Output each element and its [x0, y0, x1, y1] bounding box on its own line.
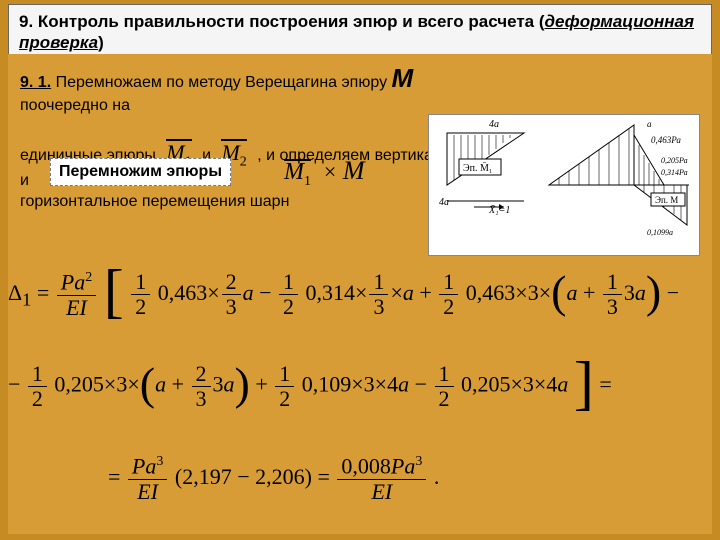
- diag-0463: 0,463Ра: [651, 135, 681, 145]
- inset-label-box: Перемножим эпюры: [50, 158, 231, 186]
- inset-big-m: M: [343, 156, 365, 185]
- frac-pa3-ei: Pa3 EI: [128, 454, 167, 504]
- right-bracket: ]: [574, 359, 594, 407]
- equation-line-3: = Pa3 EI (2,197 − 2,206) = 0,008Pa3 EI .: [108, 454, 704, 504]
- diag-0205: 0,205Ра: [661, 156, 688, 165]
- title-text-a: 9. Контроль правильности построения эпюр…: [19, 12, 544, 31]
- header-box: 9. Контроль правильности построения эпюр…: [8, 4, 712, 61]
- diag-4a-bot: 4a: [439, 197, 449, 208]
- eq-dot: .: [434, 464, 440, 489]
- frac-pa2-ei: Pa2 EI: [57, 270, 96, 320]
- big-m: М: [392, 63, 414, 93]
- diag-0109: 0,1099а: [647, 228, 673, 237]
- inset-formula: M1 × M: [278, 156, 365, 190]
- delta-symbol: Δ: [8, 280, 22, 305]
- diag-4a-top: 4a: [489, 119, 499, 130]
- diag-0314: 0,314Ра: [661, 168, 688, 177]
- diag-a: a: [647, 119, 652, 129]
- diag-left-box: Эп. M̄₁: [463, 162, 492, 174]
- section-title: 9. Контроль правильности построения эпюр…: [19, 11, 701, 54]
- times-symbol: ×: [323, 159, 338, 184]
- subsection-number: 9. 1.: [20, 74, 51, 91]
- paragraph-9-1: 9. 1. Перемножаем по методу Верещагина э…: [20, 62, 700, 117]
- eq3-paren: (2,197 − 2,206): [175, 464, 312, 489]
- equation-line-1: Δ1 = Pa2 EI [ 12 0,463×23a − 12 0,314×13…: [8, 270, 704, 320]
- text-a: Перемножаем по методу Верещагина эпюру: [51, 74, 391, 91]
- inset-label: Перемножим эпюры: [59, 163, 222, 180]
- text-b: поочередно на: [20, 97, 130, 114]
- inset-m1-bar: M1: [284, 159, 311, 190]
- epure-diagram: 4a Эп. M̄₁ 4a X̄₁=1: [428, 114, 700, 256]
- content-box: 9. 1. Перемножаем по методу Верещагина э…: [8, 54, 712, 534]
- equation-line-2: − 12 0,205×3×(a + 233a) + 12 0,109×3×4a …: [8, 362, 704, 411]
- frac-result: 0,008Pa3 EI: [337, 454, 426, 504]
- title-close: ): [98, 33, 104, 52]
- left-bracket: [: [104, 267, 124, 315]
- diag-right-box: Эп. М: [655, 195, 678, 205]
